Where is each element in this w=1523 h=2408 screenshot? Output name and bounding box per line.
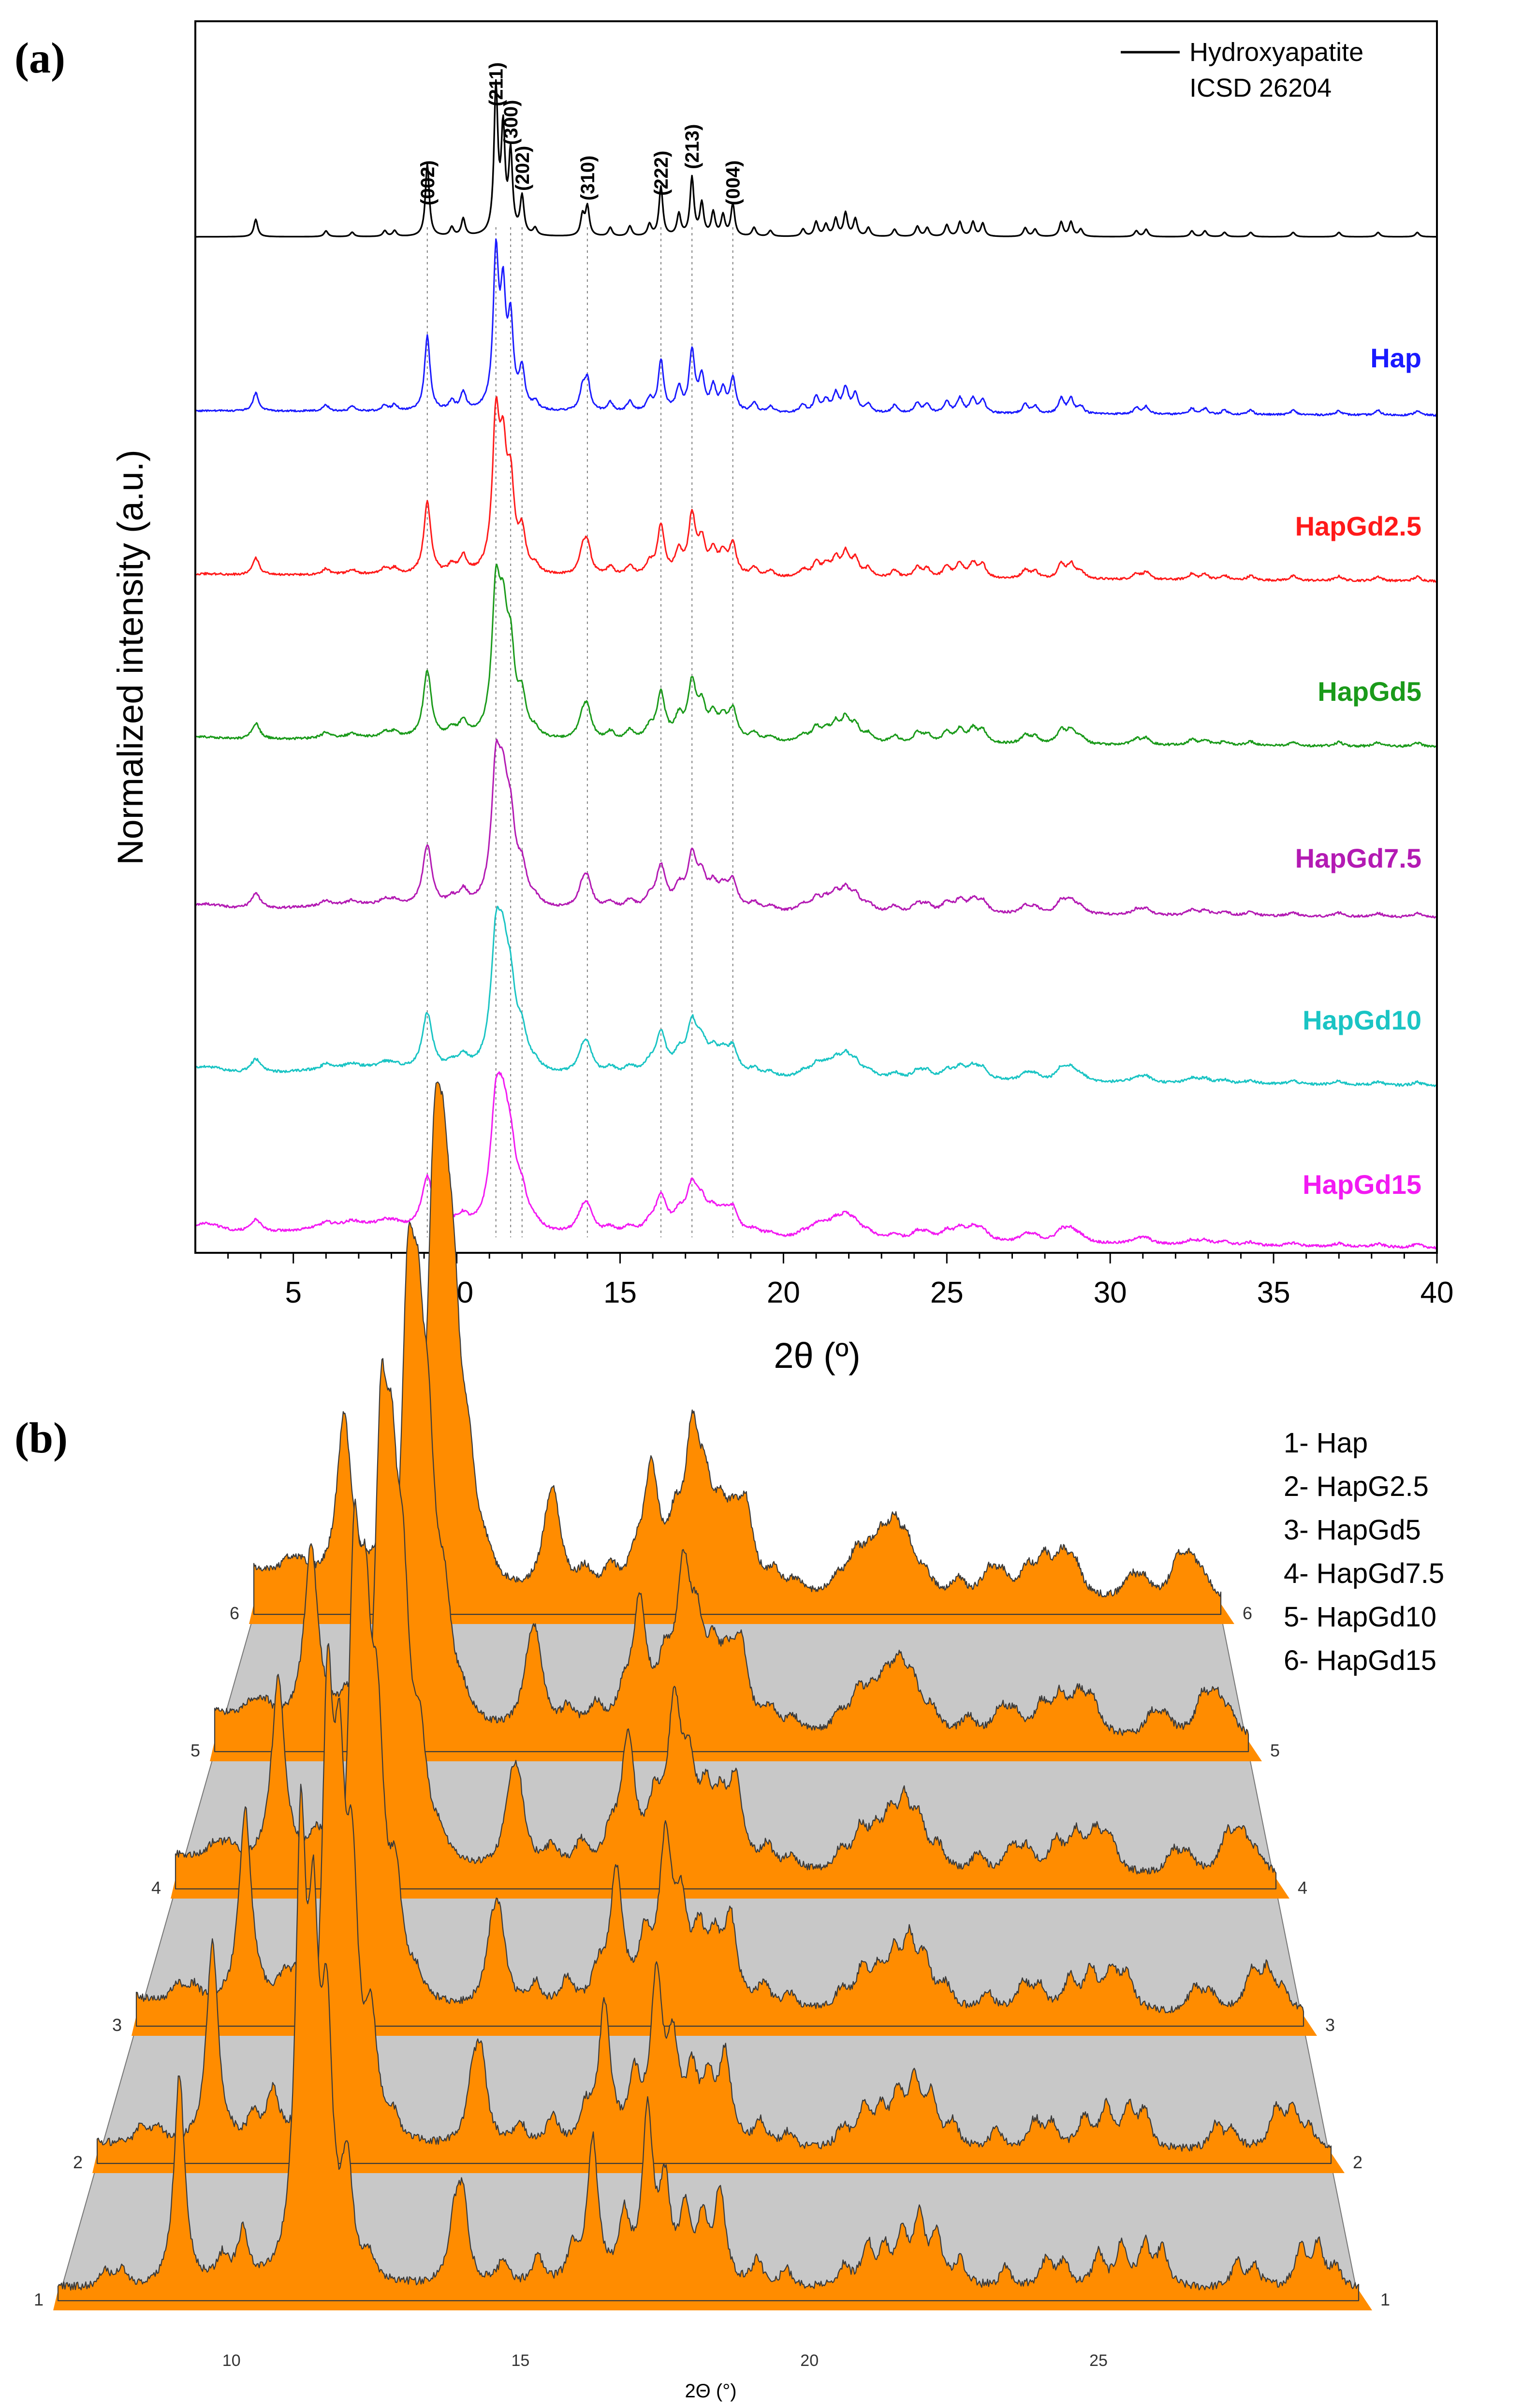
legend-label-line2: ICSD 26204 — [1189, 73, 1332, 102]
series-label-hapgd7-5: HapGd7.5 — [1295, 843, 1421, 873]
waterfall-x-tick-label: 10 — [222, 2351, 241, 2370]
reflection-label: (222) — [651, 151, 672, 196]
series-line-hapgd5 — [195, 565, 1437, 747]
waterfall-x-tick-label: 20 — [800, 2351, 819, 2370]
reflection-label: (002) — [417, 160, 439, 205]
series-line-hapgd7-5 — [195, 740, 1437, 918]
legend-item-1: 1- Hap — [1284, 1427, 1368, 1459]
waterfall-x-tick-label: 25 — [1089, 2351, 1108, 2370]
x-tick-label: 40 — [1420, 1276, 1454, 1309]
xrd-series — [195, 80, 1437, 1249]
reflection-label: (004) — [723, 160, 744, 205]
reflection-label: (213) — [682, 124, 703, 169]
series-label-hapgd10: HapGd10 — [1303, 1005, 1421, 1035]
legend-item-6: 6- HapGd15 — [1284, 1645, 1436, 1676]
x-tick-label: 35 — [1257, 1276, 1290, 1309]
row-number-left: 4 — [151, 1878, 161, 1898]
series-label-hapgd15: HapGd15 — [1303, 1169, 1421, 1200]
waterfall-chart: 6 6 5 5 4 4 3 3 2 2 1 1 10 15 20 25 — [34, 1082, 1390, 2370]
x-tick-label: 20 — [767, 1276, 800, 1309]
series-line-hapgd10 — [195, 906, 1437, 1086]
x-tick-label: 30 — [1094, 1276, 1127, 1309]
panel-a-label: (a) — [15, 34, 65, 82]
row-number-left: 6 — [230, 1603, 239, 1623]
x-tick-label: 15 — [603, 1276, 637, 1309]
reflection-label: (310) — [577, 156, 599, 201]
row-number-right: 1 — [1380, 2290, 1390, 2309]
row-number-right: 2 — [1353, 2152, 1362, 2172]
plot-frame — [195, 21, 1437, 1253]
row-number-right: 4 — [1298, 1878, 1307, 1898]
x-tick-label: 25 — [930, 1276, 964, 1309]
legend-item-2: 2- HapG2.5 — [1284, 1471, 1429, 1502]
row-number-right: 3 — [1325, 2015, 1335, 2035]
series-line-hapgd15 — [195, 1072, 1437, 1249]
y-axis-title: Normalized intensity (a.u.) — [110, 450, 150, 865]
panel-b-label: (b) — [15, 1414, 68, 1462]
series-line-hydroxyapatite-icsd-26204 — [195, 80, 1437, 237]
legend-label-line1: Hydroxyapatite — [1189, 38, 1363, 67]
series-line-hapgd2-5 — [195, 397, 1437, 582]
series-label-hapgd5: HapGd5 — [1318, 676, 1421, 707]
row-number-right: 5 — [1270, 1741, 1280, 1760]
waterfall-legend: 1- Hap 2- HapG2.5 3- HapGd5 4- HapGd7.5 … — [1284, 1427, 1444, 1676]
waterfall-x-tick-label: 15 — [511, 2351, 529, 2370]
series-line-hap — [195, 239, 1437, 416]
figure: (a) Normalized intensity (a.u.) 2θ (º) (… — [0, 0, 1523, 2408]
reflection-guides — [427, 227, 733, 1237]
row-number-left: 3 — [112, 2015, 122, 2035]
series-label-hap: Hap — [1370, 343, 1421, 373]
reflection-label: (300) — [500, 100, 522, 145]
legend-item-5: 5- HapGd10 — [1284, 1601, 1436, 1633]
row-number-left: 1 — [34, 2290, 44, 2309]
series-labels: Hap HapGd2.5 HapGd5 HapGd7.5 HapGd10 HapGd15 — [1295, 343, 1421, 1200]
legend: Hydroxyapatite ICSD 26204 — [1121, 38, 1363, 102]
x-tick-label: 5 — [285, 1276, 301, 1309]
row-number-left: 5 — [190, 1741, 200, 1760]
reflection-label: (211) — [486, 62, 507, 106]
row-number-left: 2 — [73, 2152, 83, 2172]
reflection-labels: (002) (211)(300)(202) (310) (222) (213) (004) — [417, 62, 744, 205]
legend-item-4: 4- HapGd7.5 — [1284, 1558, 1444, 1589]
x-axis-title: 2θ (º) — [774, 1335, 860, 1376]
legend-item-3: 3- HapGd5 — [1284, 1514, 1421, 1546]
series-label-hapgd2-5: HapGd2.5 — [1295, 511, 1421, 541]
waterfall-x-axis-title: 2Θ (°) — [685, 2380, 736, 2402]
row-number-right: 6 — [1243, 1603, 1252, 1623]
reflection-label: (202) — [512, 146, 533, 191]
